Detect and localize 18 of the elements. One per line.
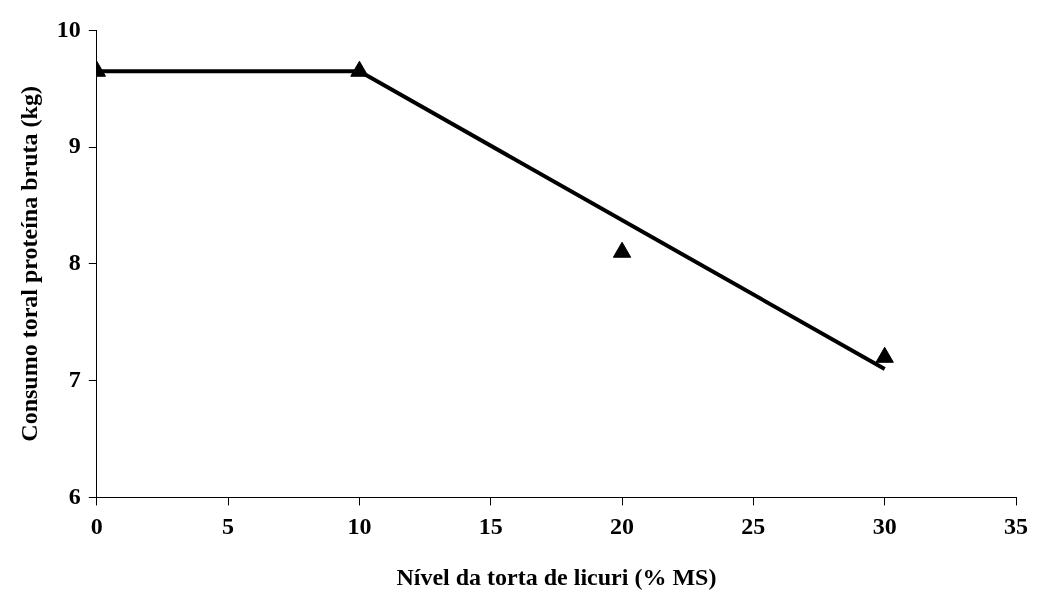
y-tick-label: 10 xyxy=(56,15,81,42)
y-axis-title: Consumo toral proteína bruta (kg) xyxy=(15,86,42,442)
point xyxy=(350,60,369,77)
y-tick-label: 8 xyxy=(68,249,81,276)
x-tick-label: 20 xyxy=(610,513,635,539)
x-tick-label: 35 xyxy=(1004,513,1028,539)
x-tick-label: 5 xyxy=(222,513,235,539)
y-tick-label: 6 xyxy=(68,482,81,509)
y-tick-label: 9 xyxy=(68,132,81,159)
x-tick-label: 30 xyxy=(872,513,897,539)
point xyxy=(875,346,894,363)
y-tick-label: 7 xyxy=(68,365,81,392)
x-tick-label: 15 xyxy=(478,513,503,539)
x-tick-label: 10 xyxy=(347,513,372,539)
x-tick-label: 0 xyxy=(90,513,103,539)
point xyxy=(612,241,632,258)
x-tick-label: 25 xyxy=(741,513,766,539)
x-axis-title: Nível da torta de licuri (% MS) xyxy=(396,563,717,590)
